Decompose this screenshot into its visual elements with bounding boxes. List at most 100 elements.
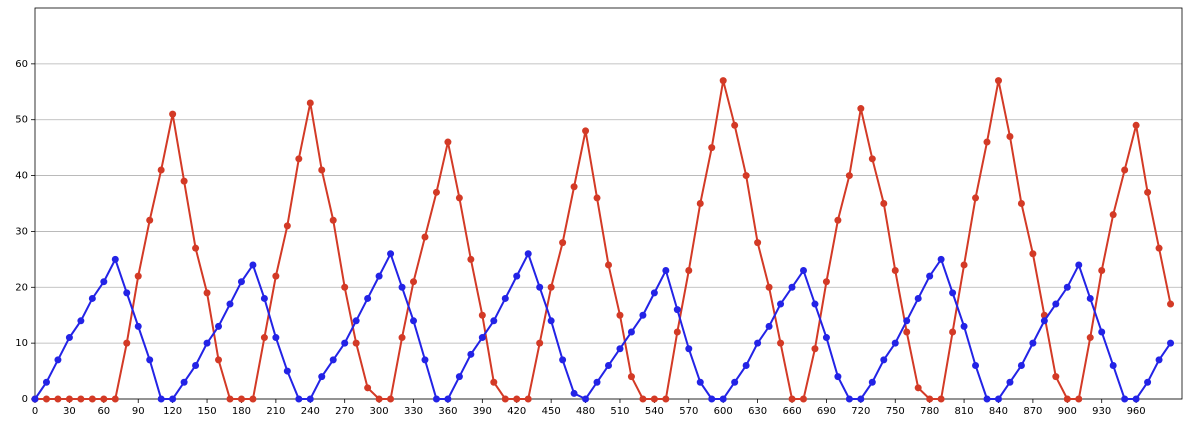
data-point	[237, 278, 245, 286]
x-tick-label: 810	[955, 406, 974, 417]
data-point	[501, 294, 509, 302]
x-tick-label: 900	[1058, 406, 1077, 417]
data-point	[1109, 211, 1117, 219]
data-point	[685, 267, 693, 275]
data-point	[88, 395, 96, 403]
data-point	[1052, 373, 1060, 381]
data-point	[387, 250, 395, 258]
x-tick-label: 630	[748, 406, 767, 417]
data-point	[845, 395, 853, 403]
data-point	[857, 395, 865, 403]
data-point	[605, 361, 612, 369]
data-point	[100, 395, 108, 403]
data-point	[696, 378, 704, 386]
data-point	[972, 361, 980, 369]
x-tick-label: 180	[232, 406, 251, 417]
data-point	[203, 289, 211, 297]
data-point	[1017, 200, 1025, 207]
data-point	[570, 183, 578, 191]
data-point	[742, 361, 750, 369]
data-point	[994, 395, 1002, 403]
data-point	[868, 378, 876, 386]
x-tick-label: 540	[645, 406, 664, 417]
data-point	[146, 356, 154, 364]
data-point	[524, 250, 532, 258]
data-point	[582, 127, 590, 135]
x-tick-label: 750	[886, 406, 905, 417]
data-point	[1075, 261, 1083, 269]
x-tick-label: 30	[63, 406, 76, 417]
data-point	[777, 300, 785, 308]
data-point	[1155, 356, 1163, 364]
data-point	[765, 322, 773, 330]
data-point	[111, 395, 119, 403]
data-point	[490, 317, 498, 325]
x-tick-label: 720	[851, 406, 870, 417]
data-point	[536, 283, 544, 291]
data-point	[478, 334, 486, 342]
data-point	[1052, 300, 1060, 308]
data-point	[559, 239, 567, 247]
data-point	[994, 77, 1002, 85]
x-tick-label: 240	[301, 406, 320, 417]
x-tick-label: 300	[370, 406, 389, 417]
data-point	[777, 339, 785, 347]
data-point	[685, 345, 693, 353]
data-point	[123, 339, 131, 347]
data-point	[593, 378, 601, 386]
data-point	[1121, 395, 1129, 403]
data-point	[650, 395, 658, 403]
data-point	[616, 345, 624, 353]
x-tick-label: 210	[266, 406, 285, 417]
x-tick-label: 510	[610, 406, 629, 417]
data-point	[1086, 334, 1094, 342]
data-point	[1006, 378, 1014, 386]
data-point	[306, 395, 314, 403]
data-point	[811, 300, 819, 308]
y-tick-label: 40	[15, 171, 28, 182]
data-point	[134, 322, 142, 330]
data-point	[283, 367, 291, 375]
data-point	[1075, 395, 1083, 403]
data-point	[260, 334, 268, 342]
data-point	[88, 294, 96, 302]
data-point	[341, 283, 349, 291]
data-point	[410, 317, 418, 325]
data-point	[673, 306, 681, 314]
data-point	[570, 389, 578, 397]
data-point	[237, 395, 245, 403]
x-tick-label: 150	[198, 406, 217, 417]
data-point	[799, 267, 807, 275]
data-point	[283, 222, 291, 230]
data-point	[249, 261, 257, 269]
data-point	[1132, 121, 1140, 129]
data-point	[788, 395, 796, 403]
data-point	[387, 395, 395, 403]
data-point	[352, 339, 360, 347]
data-point	[708, 144, 716, 152]
data-point	[295, 395, 303, 403]
data-point	[421, 233, 429, 241]
data-point	[903, 317, 911, 325]
series	[31, 77, 1175, 403]
data-point	[1040, 317, 1048, 325]
data-point	[926, 395, 934, 403]
y-tick-label: 60	[15, 59, 28, 70]
data-point	[180, 378, 188, 386]
data-point	[77, 317, 85, 325]
data-point	[696, 200, 704, 207]
y-tick-label: 20	[15, 282, 28, 293]
data-point	[650, 289, 658, 297]
data-point	[42, 378, 50, 386]
data-point	[329, 356, 337, 364]
data-point	[65, 395, 73, 403]
data-point	[1132, 395, 1140, 403]
data-point	[547, 283, 555, 291]
data-point	[1086, 294, 1094, 302]
data-point	[42, 395, 50, 403]
x-tick-label: 120	[163, 406, 182, 417]
data-point	[662, 395, 670, 403]
data-point	[398, 334, 406, 342]
data-point	[467, 255, 475, 263]
x-tick-label: 0	[32, 406, 38, 417]
